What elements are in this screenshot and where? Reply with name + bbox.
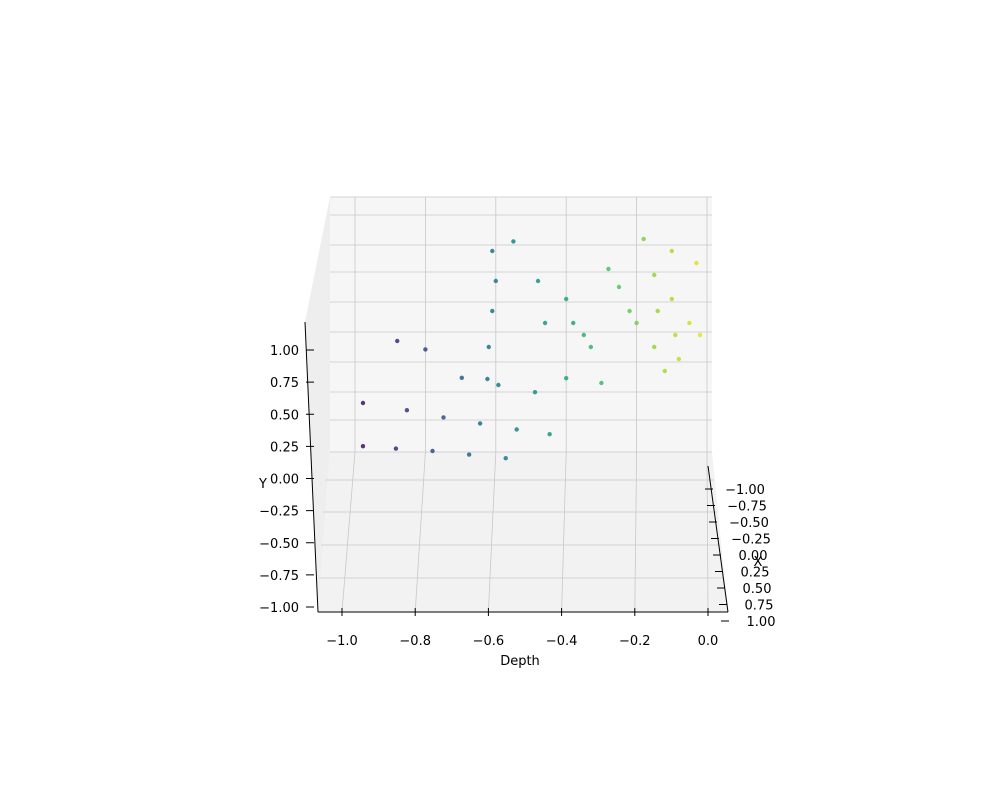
data-point [393,446,399,451]
depth-gridline-floor [561,451,567,613]
x-tick-label: −0.25 [731,533,771,548]
y-tick-label: 0.50 [270,408,299,423]
depth-tick-label: 0.0 [698,634,719,649]
data-point [547,432,552,437]
depth-axis-label: Depth [500,654,540,669]
depth-tick-label: −0.6 [473,634,505,649]
data-point [687,320,692,326]
data-point [542,320,548,326]
data-point [673,332,678,338]
x-tick-label: −1.00 [725,483,765,498]
data-point [641,236,646,242]
gridlines [319,196,723,613]
data-point [627,308,632,314]
data-point [532,390,538,395]
data-point [634,320,639,326]
depth-tick-label: −0.8 [399,634,431,649]
data-point [490,308,495,314]
data-point [503,456,508,461]
data-point [669,248,674,254]
y-tick-label: 0.25 [270,440,299,455]
data-point [360,400,366,406]
side-pane [305,197,330,612]
data-point [493,278,498,284]
data-point [564,296,569,302]
data-point [652,344,657,350]
depth-tick-label: −0.4 [546,634,578,649]
y-tick-label: −1.00 [259,601,299,616]
data-point [514,427,519,432]
data-point [490,248,495,254]
depth-gridline-floor [634,451,637,613]
depth-gridline-floor [488,451,497,613]
data-point [486,344,491,350]
data-point [459,375,464,380]
x-tick-label: 0.50 [743,582,772,597]
data-point [669,296,674,302]
data-point [599,380,604,386]
data-point [360,444,366,449]
y-tick-label: −0.75 [259,569,299,584]
y-tick-label: 0.00 [270,473,299,488]
x-tick-label: 0.00 [739,549,768,564]
data-point [477,421,483,426]
axes-panes [305,197,728,612]
depth-gridline-floor [706,451,709,613]
data-point [430,448,435,454]
x-tick-label: 0.25 [741,566,770,581]
data-point [395,338,400,344]
data-point [466,452,472,457]
y-axis-ticks: 1.00 0.75 0.50 0.25 0.00 −0.25 −0.50 −0.75 −1.00 [259,344,314,616]
data-point [564,376,569,381]
data-point [588,344,594,350]
data-point [694,260,699,266]
x-tick-label: −0.75 [727,500,767,515]
x-tick-label: 1.00 [747,615,776,630]
depth-axis-ticks: −1.0 −0.8 −0.6 −0.4 −0.2 0.0 [326,608,718,649]
y-tick-label: −0.25 [259,505,299,520]
scatter-points [360,236,703,461]
y-axis-line [304,321,319,613]
data-point [511,239,516,244]
data-point [606,266,611,272]
data-point [662,368,667,374]
x-axis-label: X [754,555,763,570]
data-point [676,356,682,362]
back-pane [330,197,712,452]
x-tick-label: 0.75 [745,599,774,614]
data-point [697,332,703,338]
y-tick-label: −0.50 [259,537,299,552]
data-point [616,284,622,290]
data-point [441,415,446,420]
data-point [423,347,428,352]
x-axis-ticks: −1.00 −0.75−0.50 −0.250.00 0.250.50 0.751.00 [705,483,775,630]
data-point [655,308,660,314]
depth-tick-label: −0.2 [619,634,651,649]
depth-gridline-floor [341,451,356,613]
data-point [404,408,410,413]
data-point [535,278,541,284]
data-point [571,320,576,326]
data-point [485,376,490,382]
data-point [652,272,657,278]
y-tick-label: 0.75 [270,376,299,391]
floor-pane [318,452,728,612]
y-axis-label: Y [258,477,267,492]
y-tick-label: 1.00 [270,344,299,359]
x-tick-label: −0.50 [729,516,769,531]
data-point [496,382,501,388]
depth-gridline-floor [414,451,426,613]
data-point [581,332,586,338]
depth-tick-label: −1.0 [326,634,358,649]
